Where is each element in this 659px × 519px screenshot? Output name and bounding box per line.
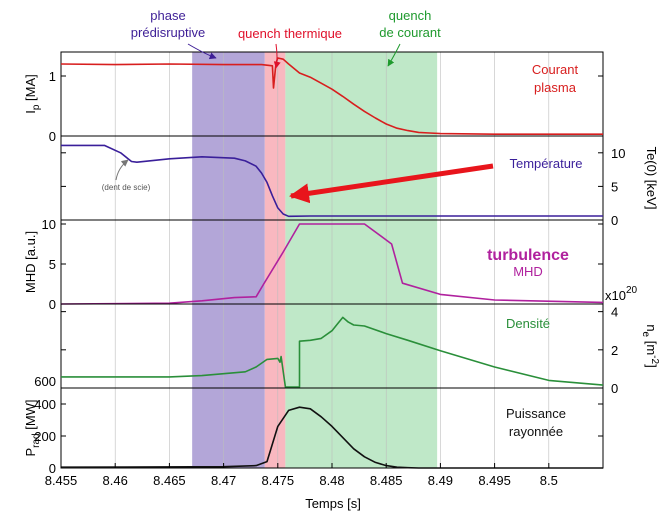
series-line-mhd [60, 223, 604, 305]
ylabel-ne: ne [m-2] [640, 324, 659, 367]
xtick-label-3: 8.47 [211, 473, 236, 488]
ytick-label-prad-600: 600 [34, 374, 56, 389]
annotations: 600 Courant plasma Température (dent de scie… [34, 43, 583, 439]
panel-label-prad-1: rayonnée [509, 424, 563, 439]
ylabel-te: Te(0) [keV] [644, 147, 659, 210]
panel-label-ne-0: Densité [506, 316, 550, 331]
x-axis-title: Temps [s] [305, 496, 361, 511]
chart-panels: 0 1 Ip [MA] 0 5 10 Te(0) [keV] 0 5 10 MHD [a.u.] 0 2… [23, 51, 659, 476]
ytick-label-te-1: 5 [611, 179, 618, 194]
series-line-te [61, 144, 603, 218]
region-label-0-1: prédisruptive [131, 25, 205, 40]
panel-mhd: 0 5 10 MHD [a.u.] [23, 217, 604, 312]
region-0 [192, 52, 265, 468]
ytick-label-ip-0: 0 [49, 129, 56, 144]
xtick-label-0: 8.455 [45, 473, 78, 488]
xtick-label-5: 8.48 [319, 473, 344, 488]
x-axis: Temps [s] 8.455 8.46 8.465 8.47 8.475 8.48 8.4… [45, 463, 558, 511]
ytick-label-ip-1: 1 [49, 69, 56, 84]
ytick-label-prad-1: 200 [34, 429, 56, 444]
region-2 [285, 52, 438, 468]
pointer-arrow-current [387, 43, 401, 67]
ytick-label-te-2: 10 [611, 146, 625, 161]
region-label-1-0: quench thermique [238, 26, 342, 41]
panel-label-mhd-0: turbulence [487, 247, 569, 264]
annotation-te: (dent de scie) [102, 183, 151, 192]
series-line-prad [60, 406, 603, 469]
xtick-label-9: 8.5 [540, 473, 558, 488]
panel-label-prad-0: Puissance [506, 406, 566, 421]
ytick-label-prad-2: 400 [34, 397, 56, 412]
region-label-0-0: phase [150, 8, 185, 23]
big-red-arrow [289, 163, 494, 204]
ylabel-mhd: MHD [a.u.] [23, 231, 38, 293]
ytick-label-ne-0: 0 [611, 381, 618, 396]
region-1 [264, 52, 286, 468]
xtick-label-1: 8.46 [103, 473, 128, 488]
pointer-arrow-thermal [273, 43, 281, 69]
region-label-2-0: quench [389, 8, 432, 23]
ytick-label-prad-0: 0 [49, 461, 56, 476]
ytick-label-ne-2: 4 [611, 305, 618, 320]
panel-label-te-0: Température [510, 156, 583, 171]
panel-label-ip-1: plasma [534, 80, 577, 95]
series-line-ne [61, 316, 604, 388]
region-labels: phase prédisruptive quench thermique quench… [131, 8, 441, 41]
ylabel-ip: Ip [MA] [23, 74, 42, 114]
xtick-label-6: 8.485 [370, 473, 403, 488]
exponent-label-ne: x1020 [605, 285, 638, 303]
pointer-arrow-sawtooth [115, 159, 129, 181]
xtick-label-2: 8.465 [153, 473, 186, 488]
xtick-label-4: 8.475 [262, 473, 295, 488]
phase-regions [192, 52, 438, 468]
xtick-label-7: 8.49 [428, 473, 453, 488]
ytick-label-mhd-2: 10 [42, 217, 56, 232]
ytick-label-te-0: 0 [611, 213, 618, 228]
ytick-label-mhd-0: 0 [49, 297, 56, 312]
ylabel-prad: Prad [MW] [23, 399, 42, 456]
series-line-ip [60, 57, 603, 135]
pointer-arrow-pre [187, 43, 217, 60]
panel-label-ip-0: Courant [532, 62, 579, 77]
panel-te: 0 5 10 Te(0) [keV] [60, 135, 659, 228]
ytick-label-mhd-1: 5 [49, 257, 56, 272]
ytick-label-ne-1: 2 [611, 343, 618, 358]
panel-label-mhd-1: MHD [513, 264, 543, 279]
region-label-2-1: de courant [379, 25, 441, 40]
xtick-label-8: 8.495 [478, 473, 511, 488]
